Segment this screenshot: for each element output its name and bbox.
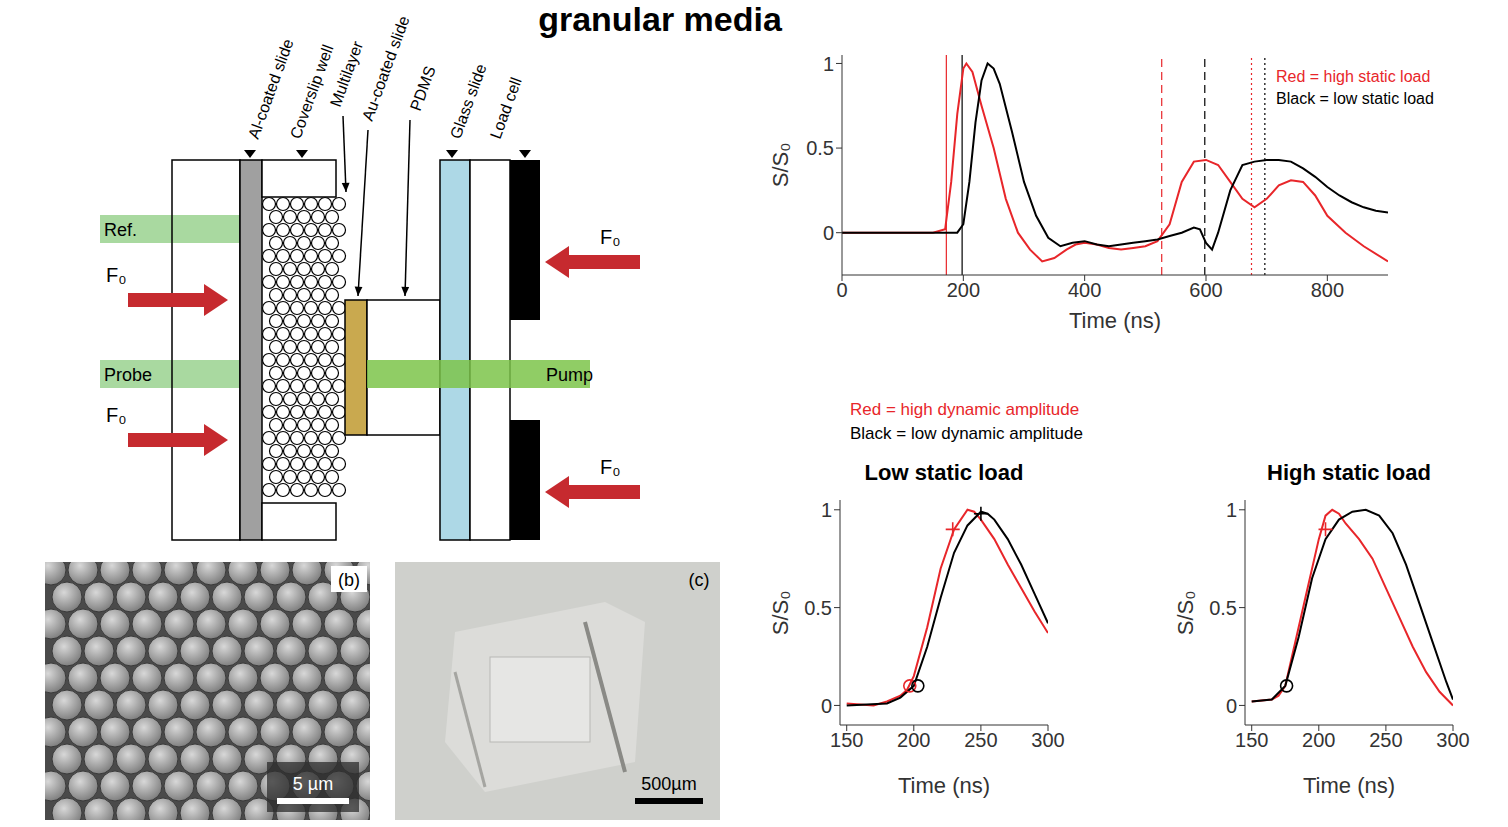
svg-text:500µm: 500µm <box>641 774 696 794</box>
html-text:Red = high static load: Red = high static load <box>1276 68 1431 85</box>
svg-text:Ref.: Ref. <box>104 220 137 240</box>
svg-text:300: 300 <box>1436 729 1469 751</box>
svg-text:0.5: 0.5 <box>806 137 834 159</box>
svg-text:0.5: 0.5 <box>804 597 832 619</box>
svg-text:F₀: F₀ <box>600 456 621 478</box>
html-text:S/S₀: S/S₀ <box>768 142 793 188</box>
svg-text:F₀: F₀ <box>600 226 621 248</box>
svg-text:Probe: Probe <box>104 365 152 385</box>
svg-text:250: 250 <box>964 729 997 751</box>
svg-text:Time (ns): Time (ns) <box>1303 773 1395 798</box>
svg-text:Coverslip well: Coverslip well <box>287 42 337 141</box>
svg-text:Al-coated slide: Al-coated slide <box>245 36 297 141</box>
svg-text:0.5: 0.5 <box>1209 597 1237 619</box>
svg-text:0: 0 <box>823 222 834 244</box>
svg-text:Load cell: Load cell <box>487 75 525 141</box>
svg-text:150: 150 <box>830 729 863 751</box>
svg-text:200: 200 <box>1302 729 1335 751</box>
html-text:S/S₀: S/S₀ <box>768 590 793 635</box>
html-text:Black = low dynamic amplitude: Black = low dynamic amplitude <box>850 424 1083 443</box>
svg-text:F₀: F₀ <box>106 264 127 286</box>
svg-text:0: 0 <box>821 695 832 717</box>
svg-text:F₀: F₀ <box>106 404 127 426</box>
svg-text:800: 800 <box>1311 279 1344 301</box>
svg-text:600: 600 <box>1189 279 1222 301</box>
svg-text:Glass slide: Glass slide <box>447 62 490 141</box>
html-text:Red = high dynamic amplitude: Red = high dynamic amplitude <box>850 400 1080 419</box>
svg-text:(b): (b) <box>338 570 360 590</box>
svg-text:400: 400 <box>1068 279 1101 301</box>
svg-text:200: 200 <box>947 279 980 301</box>
svg-text:300: 300 <box>1031 729 1064 751</box>
svg-text:(c): (c) <box>689 570 710 590</box>
svg-text:Au-coated slide: Au-coated slide <box>359 13 413 123</box>
svg-text:5 µm: 5 µm <box>293 774 333 794</box>
svg-text:PDMS: PDMS <box>407 64 439 113</box>
svg-text:1: 1 <box>821 499 832 521</box>
svg-text:Time (ns): Time (ns) <box>898 773 990 798</box>
html-text:S/S₀: S/S₀ <box>1173 590 1198 635</box>
svg-text:250: 250 <box>1369 729 1402 751</box>
svg-text:1: 1 <box>1226 499 1237 521</box>
html-text:Low static load: Low static load <box>864 460 1024 485</box>
svg-text:200: 200 <box>897 729 930 751</box>
svg-text:Time (ns): Time (ns) <box>1069 308 1161 333</box>
svg-text:Pump: Pump <box>546 365 593 385</box>
html-text:High static load: High static load <box>1267 460 1431 485</box>
svg-text:1: 1 <box>823 53 834 75</box>
html-text:Black = low static load: Black = low static load <box>1276 90 1434 107</box>
svg-text:0: 0 <box>836 279 847 301</box>
svg-text:Multilayer: Multilayer <box>327 38 367 109</box>
html-text:granular media: granular media <box>538 0 782 38</box>
svg-text:0: 0 <box>1226 695 1237 717</box>
svg-text:150: 150 <box>1235 729 1268 751</box>
